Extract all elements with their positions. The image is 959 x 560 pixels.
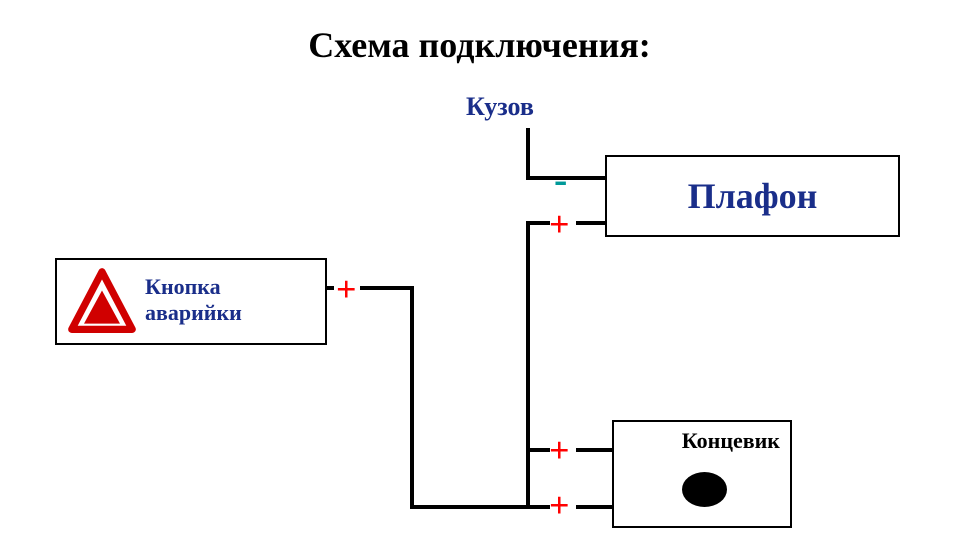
wire-segment [526,221,530,505]
limit-switch-dot-icon [682,472,727,507]
wire-segment [360,286,410,290]
body-label: Кузов [466,92,534,122]
body-label-text: Кузов [466,92,534,121]
diagram-title: Схема подключения: [0,24,959,66]
wire-segment [327,286,334,290]
plus-sign-limit-bottom: + [549,484,570,526]
hazard-button-label: Кнопка аварийки [145,274,242,327]
hazard-triangle-icon [66,266,138,338]
plus-sign-limit-top: + [549,429,570,471]
wire-segment [410,286,414,505]
hazard-button-node: Кнопка аварийки [55,258,327,345]
wire-segment [526,448,550,452]
wire-segment [526,128,530,176]
wire-segment [410,505,550,509]
wire-segment [576,448,612,452]
title-text: Схема подключения: [308,25,651,65]
wire-segment [526,221,550,225]
dome-light-node: Плафон [605,155,900,237]
dome-light-label: Плафон [688,175,818,217]
wire-segment [526,176,605,180]
plus-sign-hazard: + [336,268,357,310]
limit-switch-label: Концевик [682,428,780,454]
limit-switch-node: Концевик [612,420,792,528]
plus-sign-plafon: + [549,203,570,245]
wire-segment [576,505,612,509]
wire-segment [576,221,605,225]
